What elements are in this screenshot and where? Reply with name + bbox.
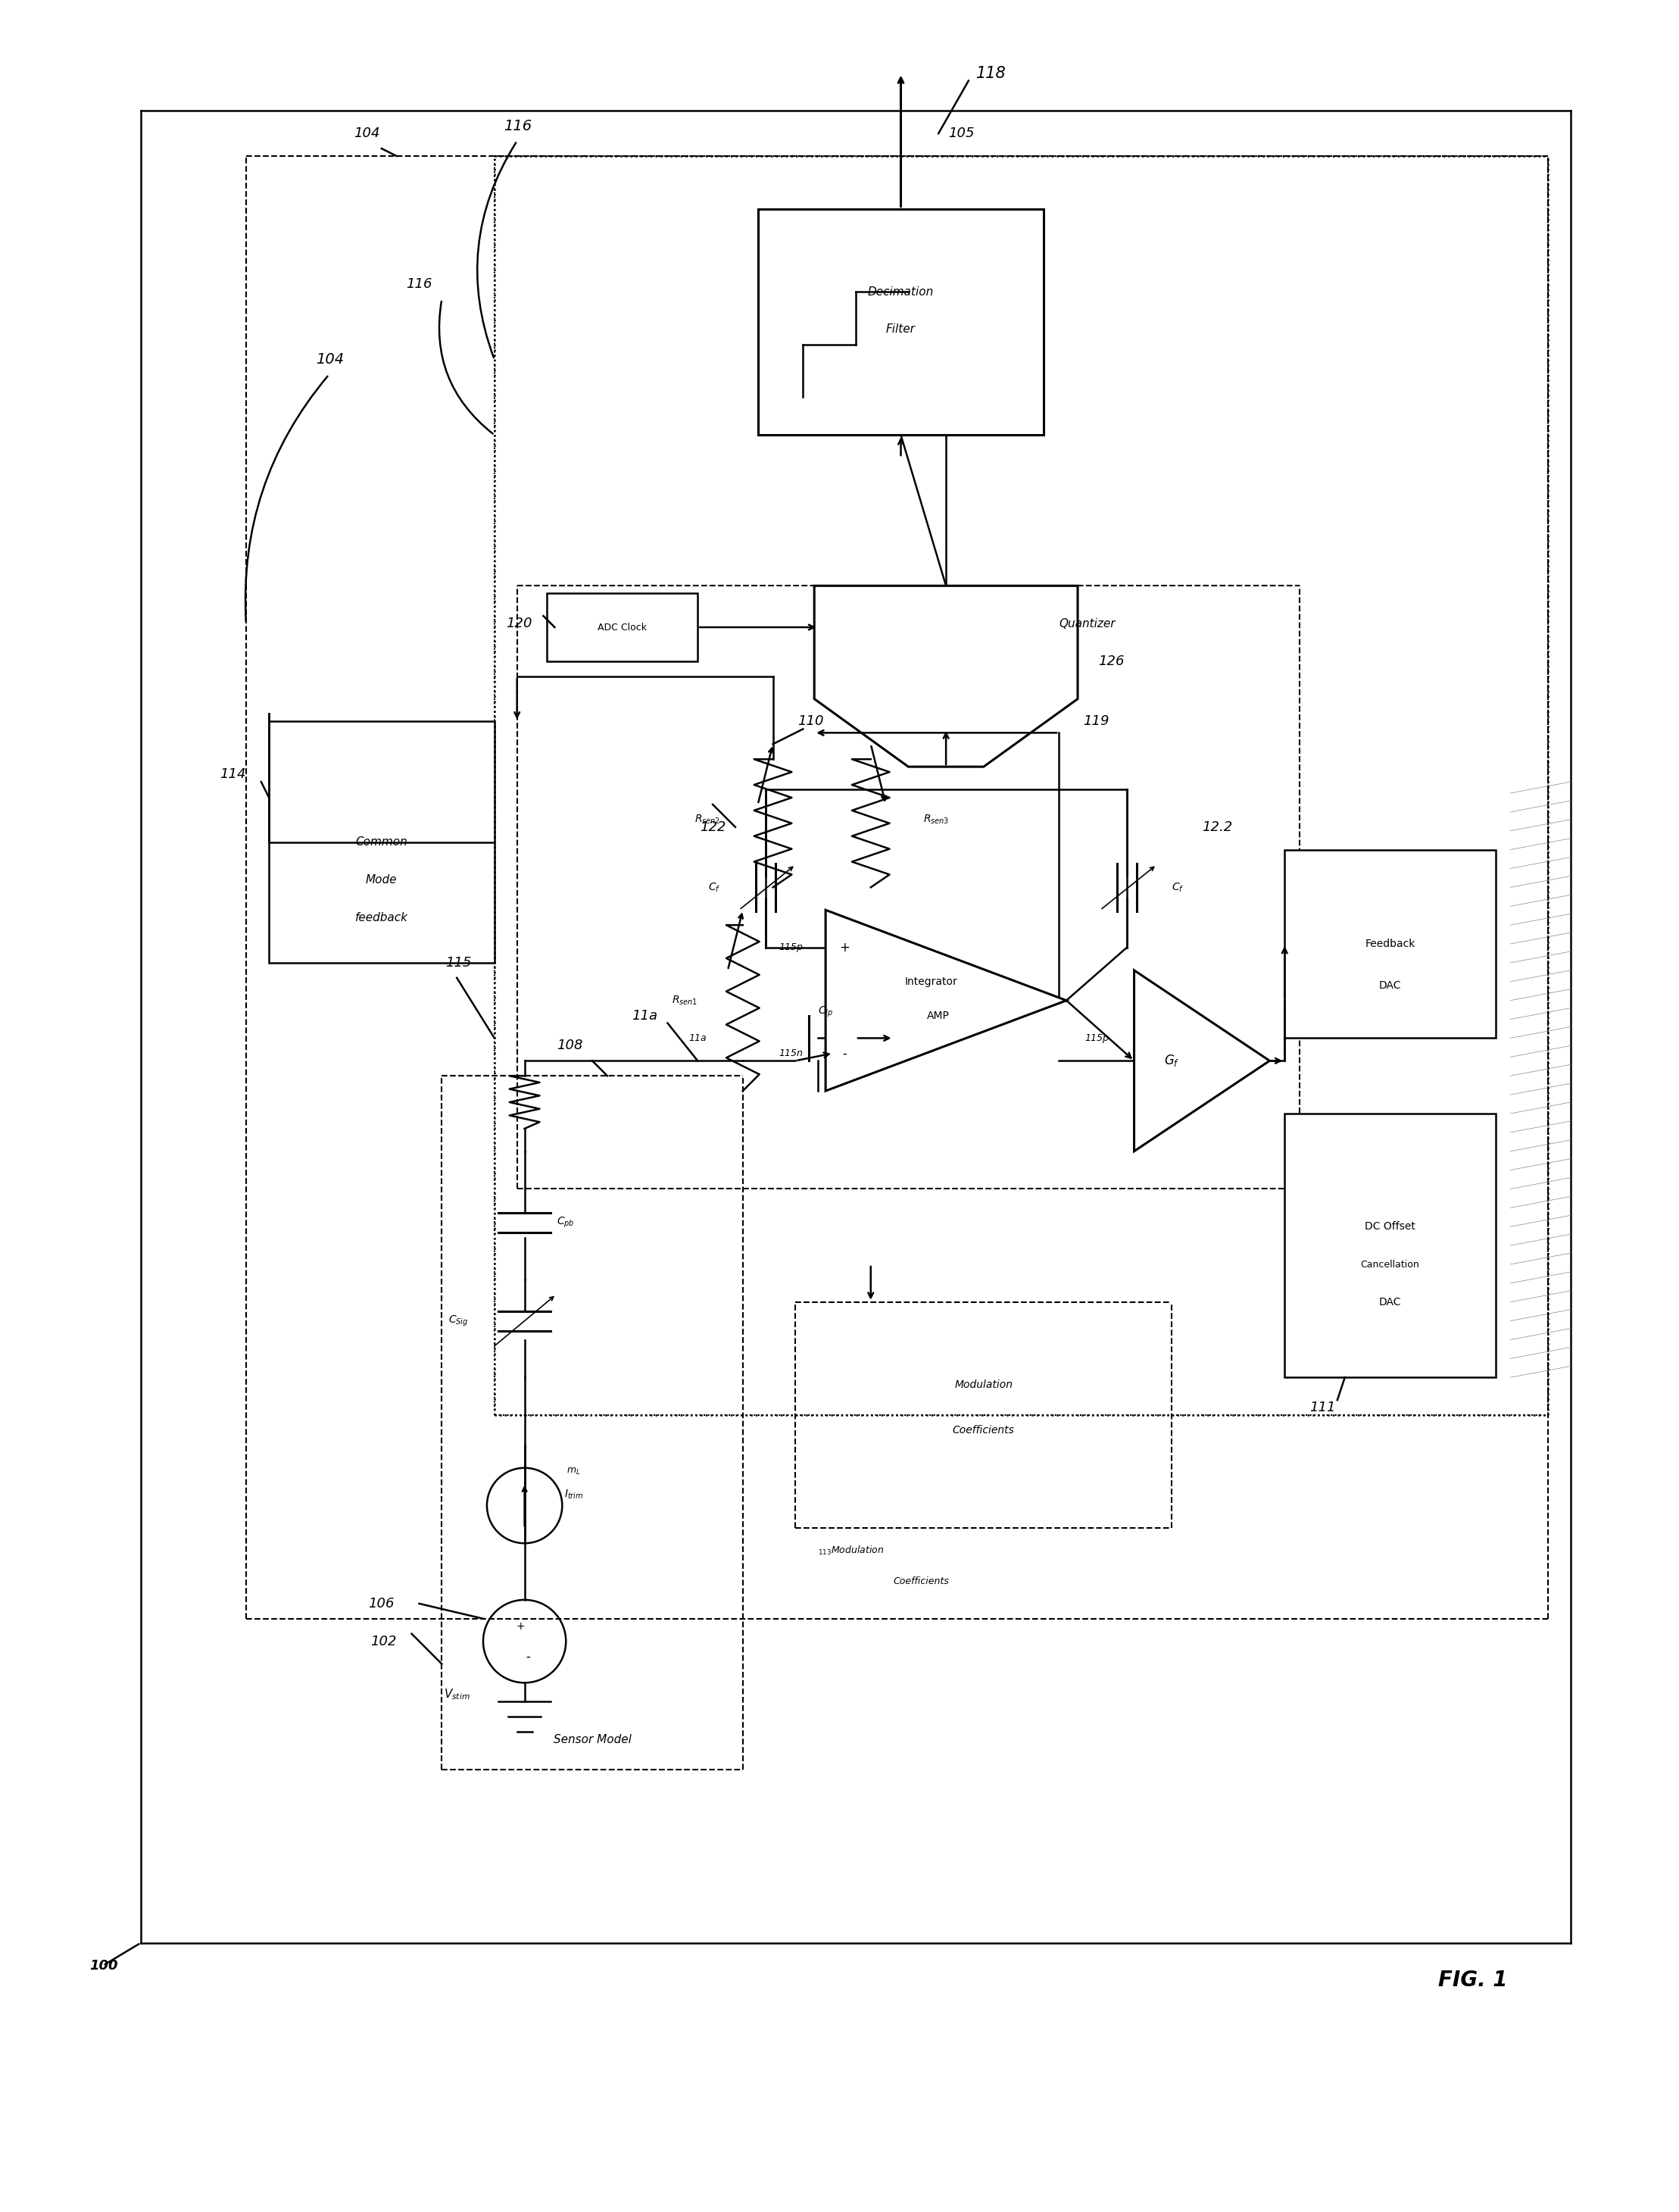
Text: $V_{stim}$: $V_{stim}$: [443, 1688, 470, 1701]
Text: 122: 122: [700, 821, 725, 834]
Polygon shape: [814, 586, 1078, 768]
Text: $C_{lp}$: $C_{lp}$: [818, 1004, 833, 1020]
Text: $I_{trim}$: $I_{trim}$: [564, 1489, 583, 1500]
Text: 108: 108: [557, 1040, 583, 1053]
Text: 115p: 115p: [779, 942, 803, 953]
Text: Cancellation: Cancellation: [1360, 1259, 1419, 1270]
Text: 119: 119: [1083, 714, 1110, 728]
Text: 116: 116: [504, 119, 532, 133]
Text: 11a: 11a: [631, 1009, 658, 1022]
Text: 12.2: 12.2: [1202, 821, 1232, 834]
Text: -: -: [843, 1046, 846, 1060]
Text: $G_f$: $G_f$: [1164, 1053, 1180, 1068]
Text: 115n: 115n: [779, 1048, 803, 1057]
Polygon shape: [826, 909, 1066, 1091]
Text: Filter: Filter: [887, 323, 915, 336]
Text: $_{113}$Modulation: $_{113}$Modulation: [818, 1544, 885, 1557]
Text: feedback: feedback: [354, 911, 408, 922]
Text: 102: 102: [371, 1635, 396, 1648]
Text: DAC: DAC: [1378, 1296, 1402, 1307]
Bar: [757, 208, 1044, 436]
Text: 104: 104: [316, 352, 344, 367]
Text: 115p: 115p: [1085, 1033, 1108, 1044]
Text: $C_{Sig}$: $C_{Sig}$: [448, 1314, 468, 1327]
Text: DC Offset: DC Offset: [1365, 1221, 1415, 1232]
Text: +: +: [840, 940, 850, 956]
Text: $R_{sen3}$: $R_{sen3}$: [923, 814, 949, 825]
Text: Integrator: Integrator: [905, 975, 957, 987]
Text: $C_f$: $C_f$: [709, 880, 720, 894]
Text: Mode: Mode: [366, 874, 398, 885]
Text: FIG. 1: FIG. 1: [1439, 1971, 1508, 1991]
Bar: [1284, 1113, 1496, 1378]
Text: $C_f$: $C_f$: [1172, 880, 1184, 894]
Text: AMP: AMP: [927, 1011, 950, 1020]
Text: $m_L$: $m_L$: [566, 1467, 581, 1478]
Bar: [1284, 849, 1496, 1037]
Text: ADC Clock: ADC Clock: [598, 622, 646, 633]
Text: 114: 114: [220, 768, 247, 781]
Bar: [269, 721, 494, 962]
Polygon shape: [1133, 971, 1269, 1150]
Text: 104: 104: [354, 126, 379, 139]
Text: 106: 106: [368, 1597, 395, 1610]
Text: Coefficients: Coefficients: [893, 1577, 949, 1586]
Text: 100: 100: [89, 1958, 118, 1973]
Text: Feedback: Feedback: [1365, 938, 1415, 949]
Text: Decimation: Decimation: [868, 285, 934, 296]
Text: 11a: 11a: [688, 1033, 707, 1044]
Text: 111: 111: [1310, 1400, 1335, 1413]
Text: 120: 120: [505, 617, 532, 630]
Text: $R_{sen2}$: $R_{sen2}$: [695, 814, 720, 825]
Text: $R_{sen1}$: $R_{sen1}$: [672, 993, 698, 1006]
Text: 105: 105: [949, 126, 974, 139]
Text: Quantizer: Quantizer: [1059, 617, 1115, 628]
Text: 115: 115: [445, 956, 472, 969]
Text: DAC: DAC: [1378, 980, 1402, 991]
Text: 110: 110: [798, 714, 824, 728]
Text: 118: 118: [975, 66, 1006, 80]
Bar: [547, 593, 698, 661]
Text: Sensor Model: Sensor Model: [554, 1734, 631, 1745]
Text: Modulation: Modulation: [954, 1380, 1012, 1391]
Text: 116: 116: [406, 276, 432, 292]
Text: -: -: [526, 1650, 531, 1663]
Text: Coefficients: Coefficients: [952, 1425, 1014, 1436]
Text: 126: 126: [1098, 655, 1125, 668]
Text: +: +: [517, 1621, 526, 1632]
Text: $C_{pb}$: $C_{pb}$: [557, 1217, 574, 1230]
Text: Common: Common: [356, 836, 408, 847]
